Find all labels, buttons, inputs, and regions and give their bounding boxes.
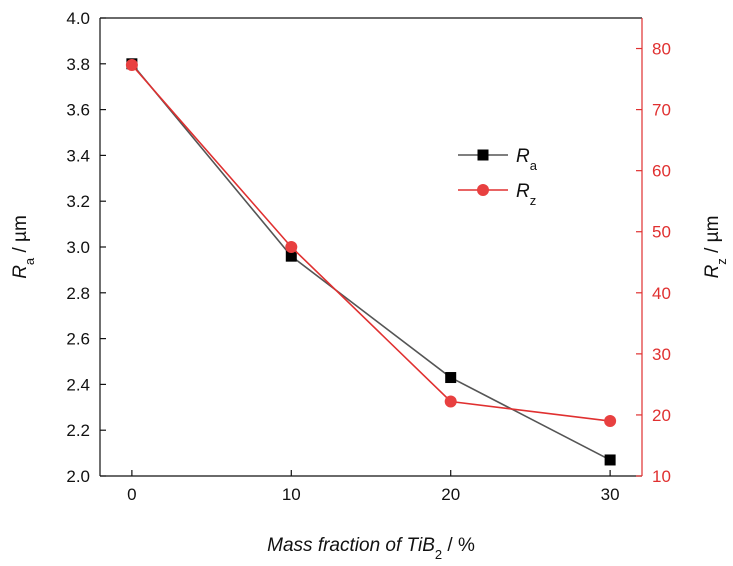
ra-point <box>604 454 616 466</box>
x-axis-title: Mass fraction of TiB2 / % <box>267 535 475 562</box>
right-tick-label: 20 <box>652 406 671 425</box>
ra-point <box>445 372 457 384</box>
right-tick-label: 40 <box>652 284 671 303</box>
left-tick-label: 2.2 <box>66 421 90 440</box>
legend-label: Rz <box>516 181 536 208</box>
right-axis-title-main: R <box>702 264 723 278</box>
left-axis-title-sub: a <box>22 257 37 265</box>
marks-group <box>125 58 617 466</box>
left-tick-label: 4.0 <box>66 9 90 28</box>
left-tick-label: 2.4 <box>66 375 90 394</box>
legend-label-sub: a <box>530 158 538 173</box>
right-tick-label: 70 <box>652 101 671 120</box>
right-tick-label: 30 <box>652 345 671 364</box>
x-axis-title-tail: / % <box>442 535 475 556</box>
left-tick-label: 2.0 <box>66 467 90 486</box>
rz-point <box>285 241 298 253</box>
series-line-rz <box>131 64 611 422</box>
right-tick-label: 80 <box>652 40 671 59</box>
left-axis-title-main: R <box>10 265 31 279</box>
series-line-ra <box>131 63 611 461</box>
left-tick-label: 3.2 <box>66 192 90 211</box>
left-axis-title: Ra / µm <box>10 215 37 279</box>
left-tick-label: 3.4 <box>66 146 90 165</box>
left-tick-label: 3.6 <box>66 101 90 120</box>
x-axis-title-sub: 2 <box>435 547 442 562</box>
x-tick-label: 20 <box>441 485 460 504</box>
legend-label-sub: z <box>530 193 537 208</box>
x-tick-label: 0 <box>127 485 136 504</box>
right-axis-title-sub: z <box>714 258 729 265</box>
right-axis-title: Rz / µm <box>702 216 729 279</box>
left-axis-title-tail: / µm <box>10 215 31 258</box>
left-tick-label: 2.6 <box>66 330 90 349</box>
right-tick-label: 10 <box>652 467 671 486</box>
x-tick-label: 10 <box>282 485 301 504</box>
legend-label-main: R <box>516 181 530 202</box>
rz-point <box>604 415 617 428</box>
left-tick-label: 3.8 <box>66 55 90 74</box>
right-tick-label: 50 <box>652 223 671 242</box>
right-axis-title-tail: / µm <box>702 216 723 259</box>
x-tick-label: 30 <box>601 485 620 504</box>
axes-group: 2.0 2.2 2.4 2.6 2.8 3.0 3.2 3.4 3.6 3.8 4.0 10 20 30 4… <box>66 9 671 504</box>
rz-point <box>444 395 457 408</box>
x-axis-title-main: Mass fraction of TiB <box>267 535 435 556</box>
legend-label-main: R <box>516 146 530 167</box>
ra-point <box>285 250 297 262</box>
rz-point <box>125 59 138 72</box>
legend-label: Ra <box>516 146 538 173</box>
right-tick-label: 60 <box>652 162 671 181</box>
left-tick-label: 2.8 <box>66 284 90 303</box>
legend-square-marker <box>477 149 489 161</box>
left-tick-label: 3.0 <box>66 238 90 257</box>
legend-circle-marker <box>477 184 489 196</box>
